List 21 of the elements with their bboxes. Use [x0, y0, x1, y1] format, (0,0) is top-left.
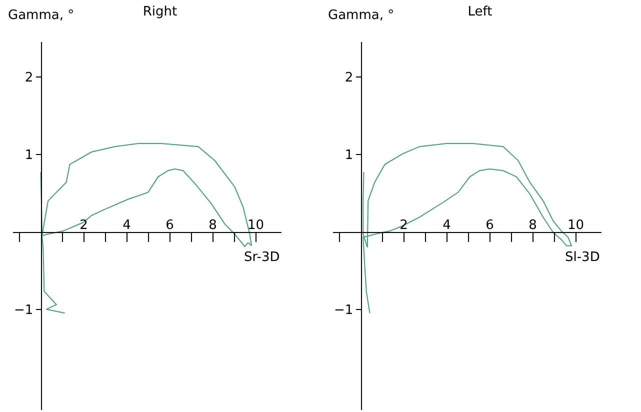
x-tick-label: 10 [568, 218, 584, 233]
y-tick-label: −1 [334, 302, 354, 318]
y-axis-title: Gamma, ° [8, 8, 74, 23]
x-tick-label: 8 [208, 218, 217, 233]
chart-title: Left [468, 4, 492, 20]
y-tick-label: 2 [24, 70, 34, 86]
chart-title: Right [142, 4, 178, 20]
x-tick-label: 8 [528, 218, 537, 233]
x-tick-label: 4 [442, 218, 451, 233]
x-tick-label: 6 [166, 218, 174, 233]
x-tick-label: 10 [248, 218, 264, 233]
y-axis-title: Gamma, ° [328, 8, 394, 23]
x-tick-label: 2 [80, 218, 88, 233]
x-axis-title: Sl-3D [565, 250, 600, 265]
x-axis-title: Sr-3D [244, 250, 280, 265]
y-tick-label: 2 [344, 70, 354, 86]
y-tick-label: 1 [24, 148, 34, 163]
y-tick-label: 1 [344, 148, 354, 163]
x-tick-label: 6 [486, 218, 494, 233]
y-tick-label: −1 [14, 302, 34, 318]
x-tick-label: 4 [122, 218, 131, 233]
